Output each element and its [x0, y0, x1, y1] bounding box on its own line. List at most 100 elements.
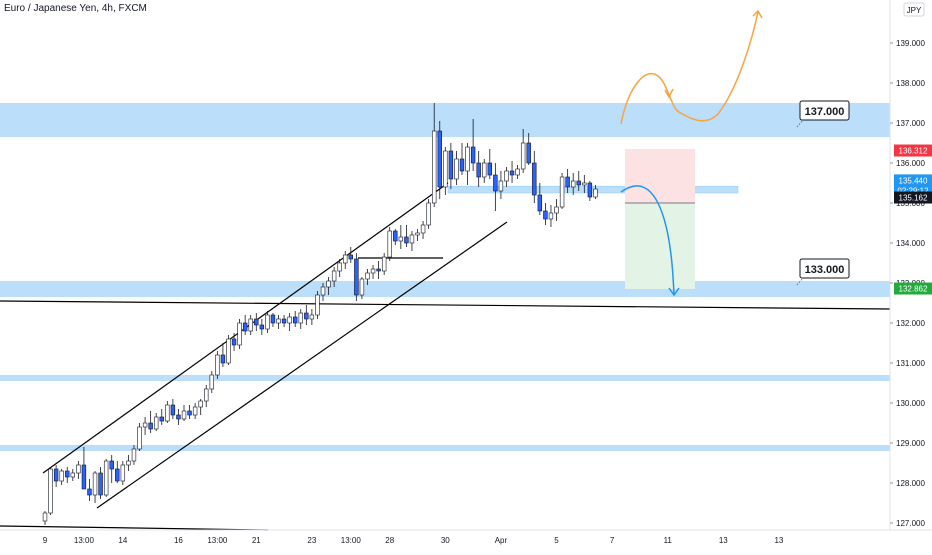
support-resistance-zones — [0, 103, 890, 451]
x-tick-label: 9 — [43, 536, 48, 545]
candle-bullish — [320, 286, 326, 296]
candle-bullish — [48, 468, 53, 514]
candle-bearish — [109, 460, 114, 470]
candle-bearish — [170, 404, 176, 416]
orange-forecast-arrowhead — [752, 9, 763, 19]
bottom-trend-line[interactable] — [0, 525, 269, 531]
candle-bullish — [520, 142, 526, 170]
horizontal-support-line[interactable] — [0, 300, 891, 310]
orange-forecast-path[interactable] — [620, 11, 759, 125]
candle-bearish — [393, 230, 398, 242]
candle-bearish — [470, 146, 476, 164]
price-tag-label: 132.862 — [899, 285, 928, 294]
y-tick-label: 138.000 — [896, 79, 925, 88]
x-tick-label: 11 — [664, 536, 673, 545]
candle-bullish — [454, 158, 459, 180]
blue-forecast-arrowhead — [668, 287, 680, 297]
candle-bullish — [337, 262, 342, 272]
candle-bullish — [198, 400, 203, 408]
take-profit-area[interactable] — [625, 203, 695, 289]
x-tick-label: 5 — [554, 536, 559, 545]
countdown-label: 02:29:12 — [897, 186, 929, 195]
candle-bearish — [176, 414, 181, 420]
candle-bearish — [65, 470, 70, 478]
candle-bearish — [354, 258, 359, 296]
candle-bullish — [515, 168, 520, 176]
x-tick-label: 13 — [719, 536, 728, 545]
x-tick-label: 13:00 — [74, 536, 95, 545]
candle-bullish — [309, 314, 315, 320]
time-axis-labels[interactable]: 9 13:00 14 16 13:00 21 23 13:00 28 30 Apr 5 7 11 13 13 — [43, 536, 784, 545]
candle-bullish — [42, 512, 48, 522]
candle-bearish — [220, 354, 226, 364]
stop-loss-area[interactable] — [625, 149, 695, 203]
candle-bearish — [459, 158, 465, 172]
candle-bullish — [370, 268, 376, 274]
forecast-arrows[interactable] — [620, 9, 763, 297]
candle-bullish — [165, 404, 170, 422]
candle-bullish — [137, 426, 142, 450]
currency-badge[interactable]: JPY — [903, 2, 925, 17]
price-callout[interactable]: 133.000 — [795, 258, 850, 287]
candle-bearish — [53, 468, 59, 482]
zone-3 — [0, 445, 890, 451]
price-tag-label: 135.162 — [899, 194, 928, 203]
candle-bullish — [365, 272, 370, 280]
candle-bullish — [142, 422, 148, 428]
candle-bullish — [92, 472, 98, 496]
candle-bullish — [248, 318, 253, 332]
candle-bearish — [448, 150, 454, 180]
candle-bullish — [204, 388, 209, 402]
x-tick-label: 16 — [174, 536, 183, 545]
candle-bearish — [231, 338, 237, 346]
candle-bullish — [315, 294, 320, 316]
short-position-tool[interactable] — [625, 149, 695, 289]
candle-bullish — [226, 338, 231, 364]
y-tick-label: 131.000 — [896, 359, 925, 368]
candle-bullish — [326, 280, 331, 288]
currency-badge-box — [903, 2, 925, 17]
candle-bearish — [576, 180, 581, 186]
candle-bearish — [476, 162, 481, 178]
candle-bearish — [493, 174, 498, 192]
price-tag: 132.862 — [894, 282, 932, 295]
candle-bearish — [87, 488, 92, 496]
price-tag-box — [894, 174, 932, 197]
channel-lower-line[interactable] — [96, 221, 508, 509]
chart-title: Euro / Japanese Yen, 4h, FXCM — [4, 3, 147, 14]
price-tag-box — [894, 144, 932, 157]
candle-bullish — [215, 354, 220, 376]
entry-zone — [447, 185, 739, 194]
candle-bearish — [526, 142, 531, 164]
candle-bullish — [181, 410, 187, 420]
candle-bullish — [131, 448, 137, 462]
x-tick-label: 13:00 — [207, 536, 228, 545]
blue-forecast-path[interactable] — [620, 185, 675, 295]
candle-bullish — [359, 278, 365, 296]
candle-bullish — [420, 224, 426, 234]
candle-bullish — [209, 374, 214, 390]
candle-bearish — [81, 464, 87, 490]
candle-bullish — [409, 234, 415, 244]
callout-label: 133.000 — [805, 264, 845, 276]
candle-bullish — [431, 130, 437, 204]
price-tag: 136.312 — [894, 144, 932, 157]
candle-bearish — [437, 130, 442, 188]
candle-bullish — [237, 322, 242, 346]
candle-bullish — [415, 232, 420, 236]
y-tick-label: 139.000 — [896, 39, 925, 48]
candle-bullish — [443, 150, 448, 188]
candle-bullish — [559, 176, 565, 208]
x-tick-label: 7 — [610, 536, 615, 545]
candle-bullish — [126, 460, 131, 466]
price-callouts[interactable]: 137.000 133.000 — [795, 100, 850, 287]
candle-bullish — [593, 188, 598, 198]
candle-bullish — [287, 316, 292, 324]
callout-box — [799, 100, 850, 121]
price-callout[interactable]: 137.000 — [795, 100, 850, 129]
candle-bullish — [582, 182, 587, 186]
y-tick-label: 129.000 — [896, 439, 925, 448]
y-tick-label: 128.000 — [896, 479, 925, 488]
